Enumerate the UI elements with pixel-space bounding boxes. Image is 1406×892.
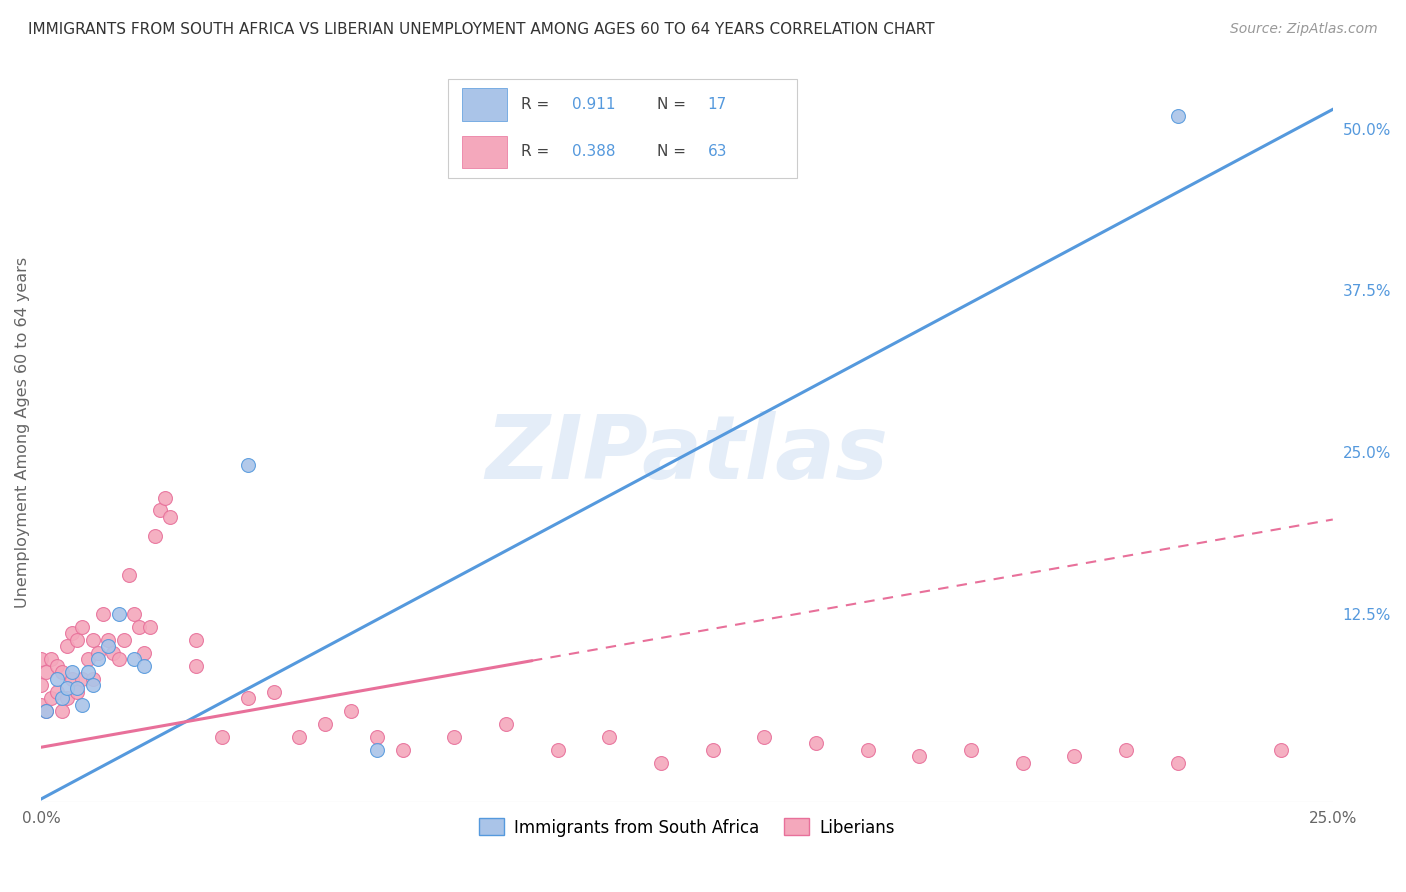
Point [72,698,94,712]
Point [138,620,160,634]
Point [702,743,724,757]
Point [82,672,104,686]
Point [107,607,129,621]
Point [87,646,110,660]
Point [82,678,104,692]
Point [76,652,98,666]
Point [45,684,67,698]
Point [112,632,135,647]
Point [495,717,517,731]
Point [30,678,52,692]
Point [236,691,259,706]
Point [76,665,98,680]
Point [51,691,73,706]
Point [153,491,176,505]
Point [35,665,58,680]
Point [30,698,52,712]
Point [56,681,79,695]
Point [118,568,141,582]
Point [51,704,73,718]
Point [1115,743,1137,757]
Point [72,620,94,634]
Point [143,529,166,543]
Point [66,681,89,695]
Point [91,607,114,621]
Point [30,652,52,666]
Point [41,652,63,666]
Text: Source: ZipAtlas.com: Source: ZipAtlas.com [1230,22,1378,37]
Point [366,743,388,757]
Point [650,756,672,770]
Point [184,632,207,647]
Point [128,620,150,634]
Point [1167,109,1189,123]
Point [340,704,363,718]
Point [391,743,413,757]
Point [856,743,879,757]
Point [97,640,120,654]
Point [97,632,120,647]
Point [45,658,67,673]
Point [754,730,776,744]
Point [149,503,172,517]
Point [1063,749,1085,764]
Point [56,640,79,654]
Point [804,736,827,750]
Point [184,658,207,673]
Point [107,652,129,666]
Point [211,730,233,744]
Text: ZIPatlas: ZIPatlas [485,411,889,499]
Point [60,665,83,680]
Point [236,458,259,472]
Point [366,730,388,744]
Y-axis label: Unemployment Among Ages 60 to 64 years: Unemployment Among Ages 60 to 64 years [15,257,30,608]
Point [56,691,79,706]
Point [60,626,83,640]
Point [288,730,311,744]
Point [51,665,73,680]
Point [1270,743,1292,757]
Point [1167,756,1189,770]
Point [159,510,181,524]
Point [66,632,89,647]
Point [103,646,125,660]
Point [41,691,63,706]
Point [35,704,58,718]
Point [60,672,83,686]
Point [87,652,110,666]
Point [122,607,145,621]
Point [122,652,145,666]
Point [263,684,285,698]
Point [134,646,156,660]
Point [314,717,336,731]
Point [1011,756,1033,770]
Legend: Immigrants from South Africa, Liberians: Immigrants from South Africa, Liberians [471,810,903,845]
Point [960,743,983,757]
Text: IMMIGRANTS FROM SOUTH AFRICA VS LIBERIAN UNEMPLOYMENT AMONG AGES 60 TO 64 YEARS : IMMIGRANTS FROM SOUTH AFRICA VS LIBERIAN… [28,22,935,37]
Point [547,743,569,757]
Point [82,632,104,647]
Point [66,684,89,698]
Point [45,672,67,686]
Point [134,658,156,673]
Point [443,730,465,744]
Point [72,672,94,686]
Point [35,704,58,718]
Point [908,749,931,764]
Point [598,730,620,744]
